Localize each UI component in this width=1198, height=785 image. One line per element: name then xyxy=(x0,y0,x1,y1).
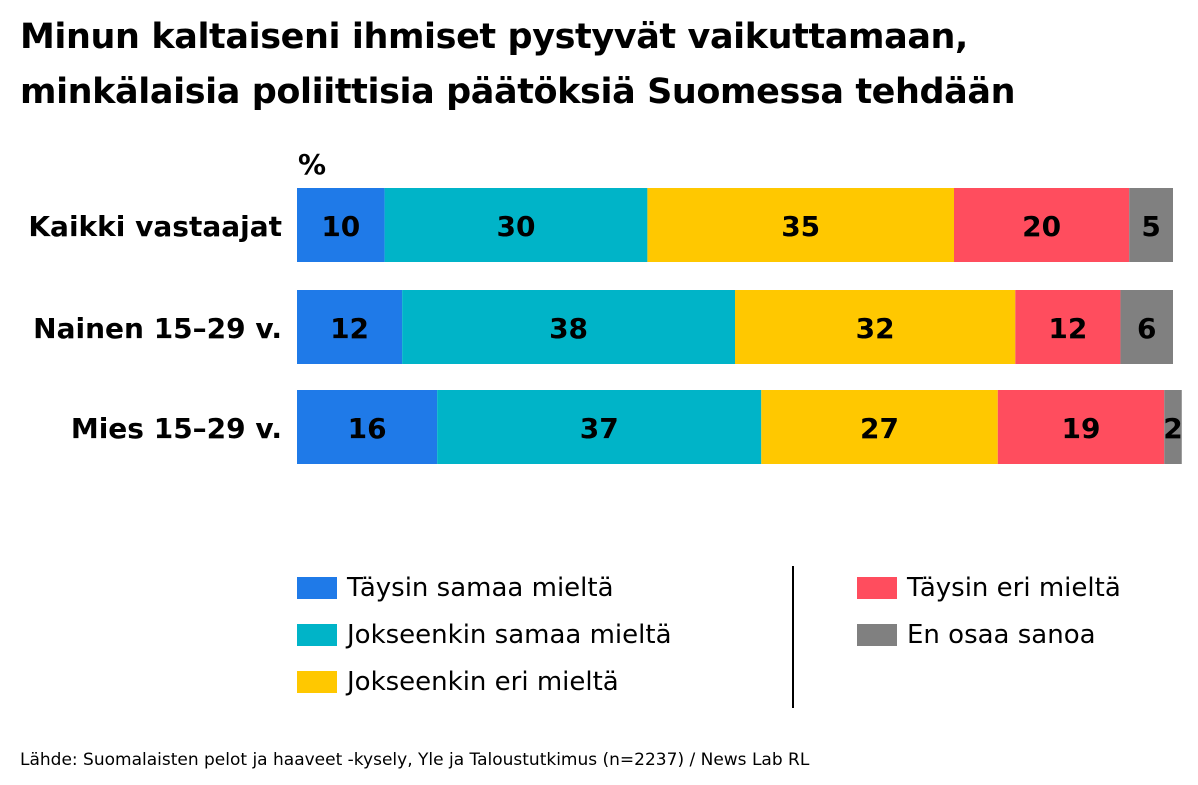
legend-swatch-taysin-eri xyxy=(857,577,897,599)
data-label-kaikki-vastaajat-jokseenkin-samaa-mielta: 30 xyxy=(497,210,536,243)
data-label-kaikki-vastaajat-jokseenkin-eri-mielta: 35 xyxy=(781,210,820,243)
bar-segment-nainen-15-29-v-en-osaa-sanoa xyxy=(1120,290,1173,364)
legend-divider xyxy=(792,566,794,708)
bar-segment-nainen-15-29-v-taysin-eri-mielta xyxy=(1015,290,1121,364)
legend-item-taysin-samaa: Täysin samaa mieltä xyxy=(297,568,614,608)
data-label-mies-15-29-v-jokseenkin-eri-mielta: 27 xyxy=(860,412,899,445)
data-label-nainen-15-29-v-taysin-eri-mielta: 12 xyxy=(1048,312,1087,345)
data-label-nainen-15-29-v-taysin-samaa-mielta: 12 xyxy=(330,312,369,345)
data-label-kaikki-vastaajat-taysin-eri-mielta: 20 xyxy=(1022,210,1061,243)
legend-swatch-jokseenkin-samaa xyxy=(297,624,337,646)
chart-title-line-1: Minun kaltaiseni ihmiset pystyvät vaikut… xyxy=(20,17,968,57)
data-label-mies-15-29-v-taysin-eri-mielta: 19 xyxy=(1062,412,1101,445)
bar-segment-nainen-15-29-v-taysin-samaa-mielta xyxy=(297,290,403,364)
data-label-mies-15-29-v-taysin-samaa-mielta: 16 xyxy=(348,412,387,445)
bar-segment-kaikki-vastaajat-taysin-eri-mielta xyxy=(954,188,1130,262)
legend-label-en-osaa: En osaa sanoa xyxy=(907,620,1096,650)
data-label-kaikki-vastaajat-taysin-samaa-mielta: 10 xyxy=(321,210,360,243)
source-note: Lähde: Suomalaisten pelot ja haaveet -ky… xyxy=(20,750,810,770)
legend-label-taysin-eri: Täysin eri mieltä xyxy=(907,573,1121,603)
legend-item-en-osaa: En osaa sanoa xyxy=(857,615,1096,655)
bar-segment-mies-15-29-v-jokseenkin-eri-mielta xyxy=(761,390,998,464)
data-label-kaikki-vastaajat-en-osaa-sanoa: 5 xyxy=(1141,210,1160,243)
legend-swatch-en-osaa xyxy=(857,624,897,646)
legend-label-jokseenkin-eri: Jokseenkin eri mieltä xyxy=(347,667,619,697)
legend-item-taysin-eri: Täysin eri mieltä xyxy=(857,568,1121,608)
bar-segment-mies-15-29-v-taysin-samaa-mielta xyxy=(297,390,438,464)
chart-title-line-2: minkälaisia poliittisia päätöksiä Suomes… xyxy=(20,72,1016,112)
legend-label-jokseenkin-samaa: Jokseenkin samaa mieltä xyxy=(347,620,672,650)
legend-item-jokseenkin-eri: Jokseenkin eri mieltä xyxy=(297,662,619,702)
bar-segment-kaikki-vastaajat-en-osaa-sanoa xyxy=(1129,188,1173,262)
data-label-nainen-15-29-v-jokseenkin-samaa-mielta: 38 xyxy=(549,312,588,345)
bar-segment-kaikki-vastaajat-taysin-samaa-mielta xyxy=(297,188,385,262)
bar-segment-nainen-15-29-v-jokseenkin-samaa-mielta xyxy=(402,290,735,364)
category-label-kaikki-vastaajat: Kaikki vastaajat xyxy=(28,210,282,243)
data-label-nainen-15-29-v-en-osaa-sanoa: 6 xyxy=(1137,312,1156,345)
data-label-mies-15-29-v-en-osaa-sanoa: 2 xyxy=(1163,412,1182,445)
category-label-nainen-15-29-v: Nainen 15–29 v. xyxy=(33,312,282,345)
bar-segment-mies-15-29-v-jokseenkin-samaa-mielta xyxy=(437,390,762,464)
legend-label-taysin-samaa: Täysin samaa mieltä xyxy=(347,573,614,603)
chart-title: Minun kaltaiseni ihmiset pystyvät vaikut… xyxy=(20,10,1016,120)
bar-segment-kaikki-vastaajat-jokseenkin-eri-mielta xyxy=(647,188,954,262)
unit-label: % xyxy=(298,148,327,181)
category-label-mies-15-29-v: Mies 15–29 v. xyxy=(71,412,282,445)
legend-item-jokseenkin-samaa: Jokseenkin samaa mieltä xyxy=(297,615,672,655)
bar-segment-kaikki-vastaajat-jokseenkin-samaa-mielta xyxy=(384,188,648,262)
data-label-nainen-15-29-v-jokseenkin-eri-mielta: 32 xyxy=(856,312,895,345)
bar-segment-mies-15-29-v-en-osaa-sanoa xyxy=(1164,390,1182,464)
bar-segment-mies-15-29-v-taysin-eri-mielta xyxy=(997,390,1165,464)
bar-segment-nainen-15-29-v-jokseenkin-eri-mielta xyxy=(735,290,1016,364)
data-label-mies-15-29-v-jokseenkin-samaa-mielta: 37 xyxy=(580,412,619,445)
legend-swatch-taysin-samaa xyxy=(297,577,337,599)
legend-swatch-jokseenkin-eri xyxy=(297,671,337,693)
